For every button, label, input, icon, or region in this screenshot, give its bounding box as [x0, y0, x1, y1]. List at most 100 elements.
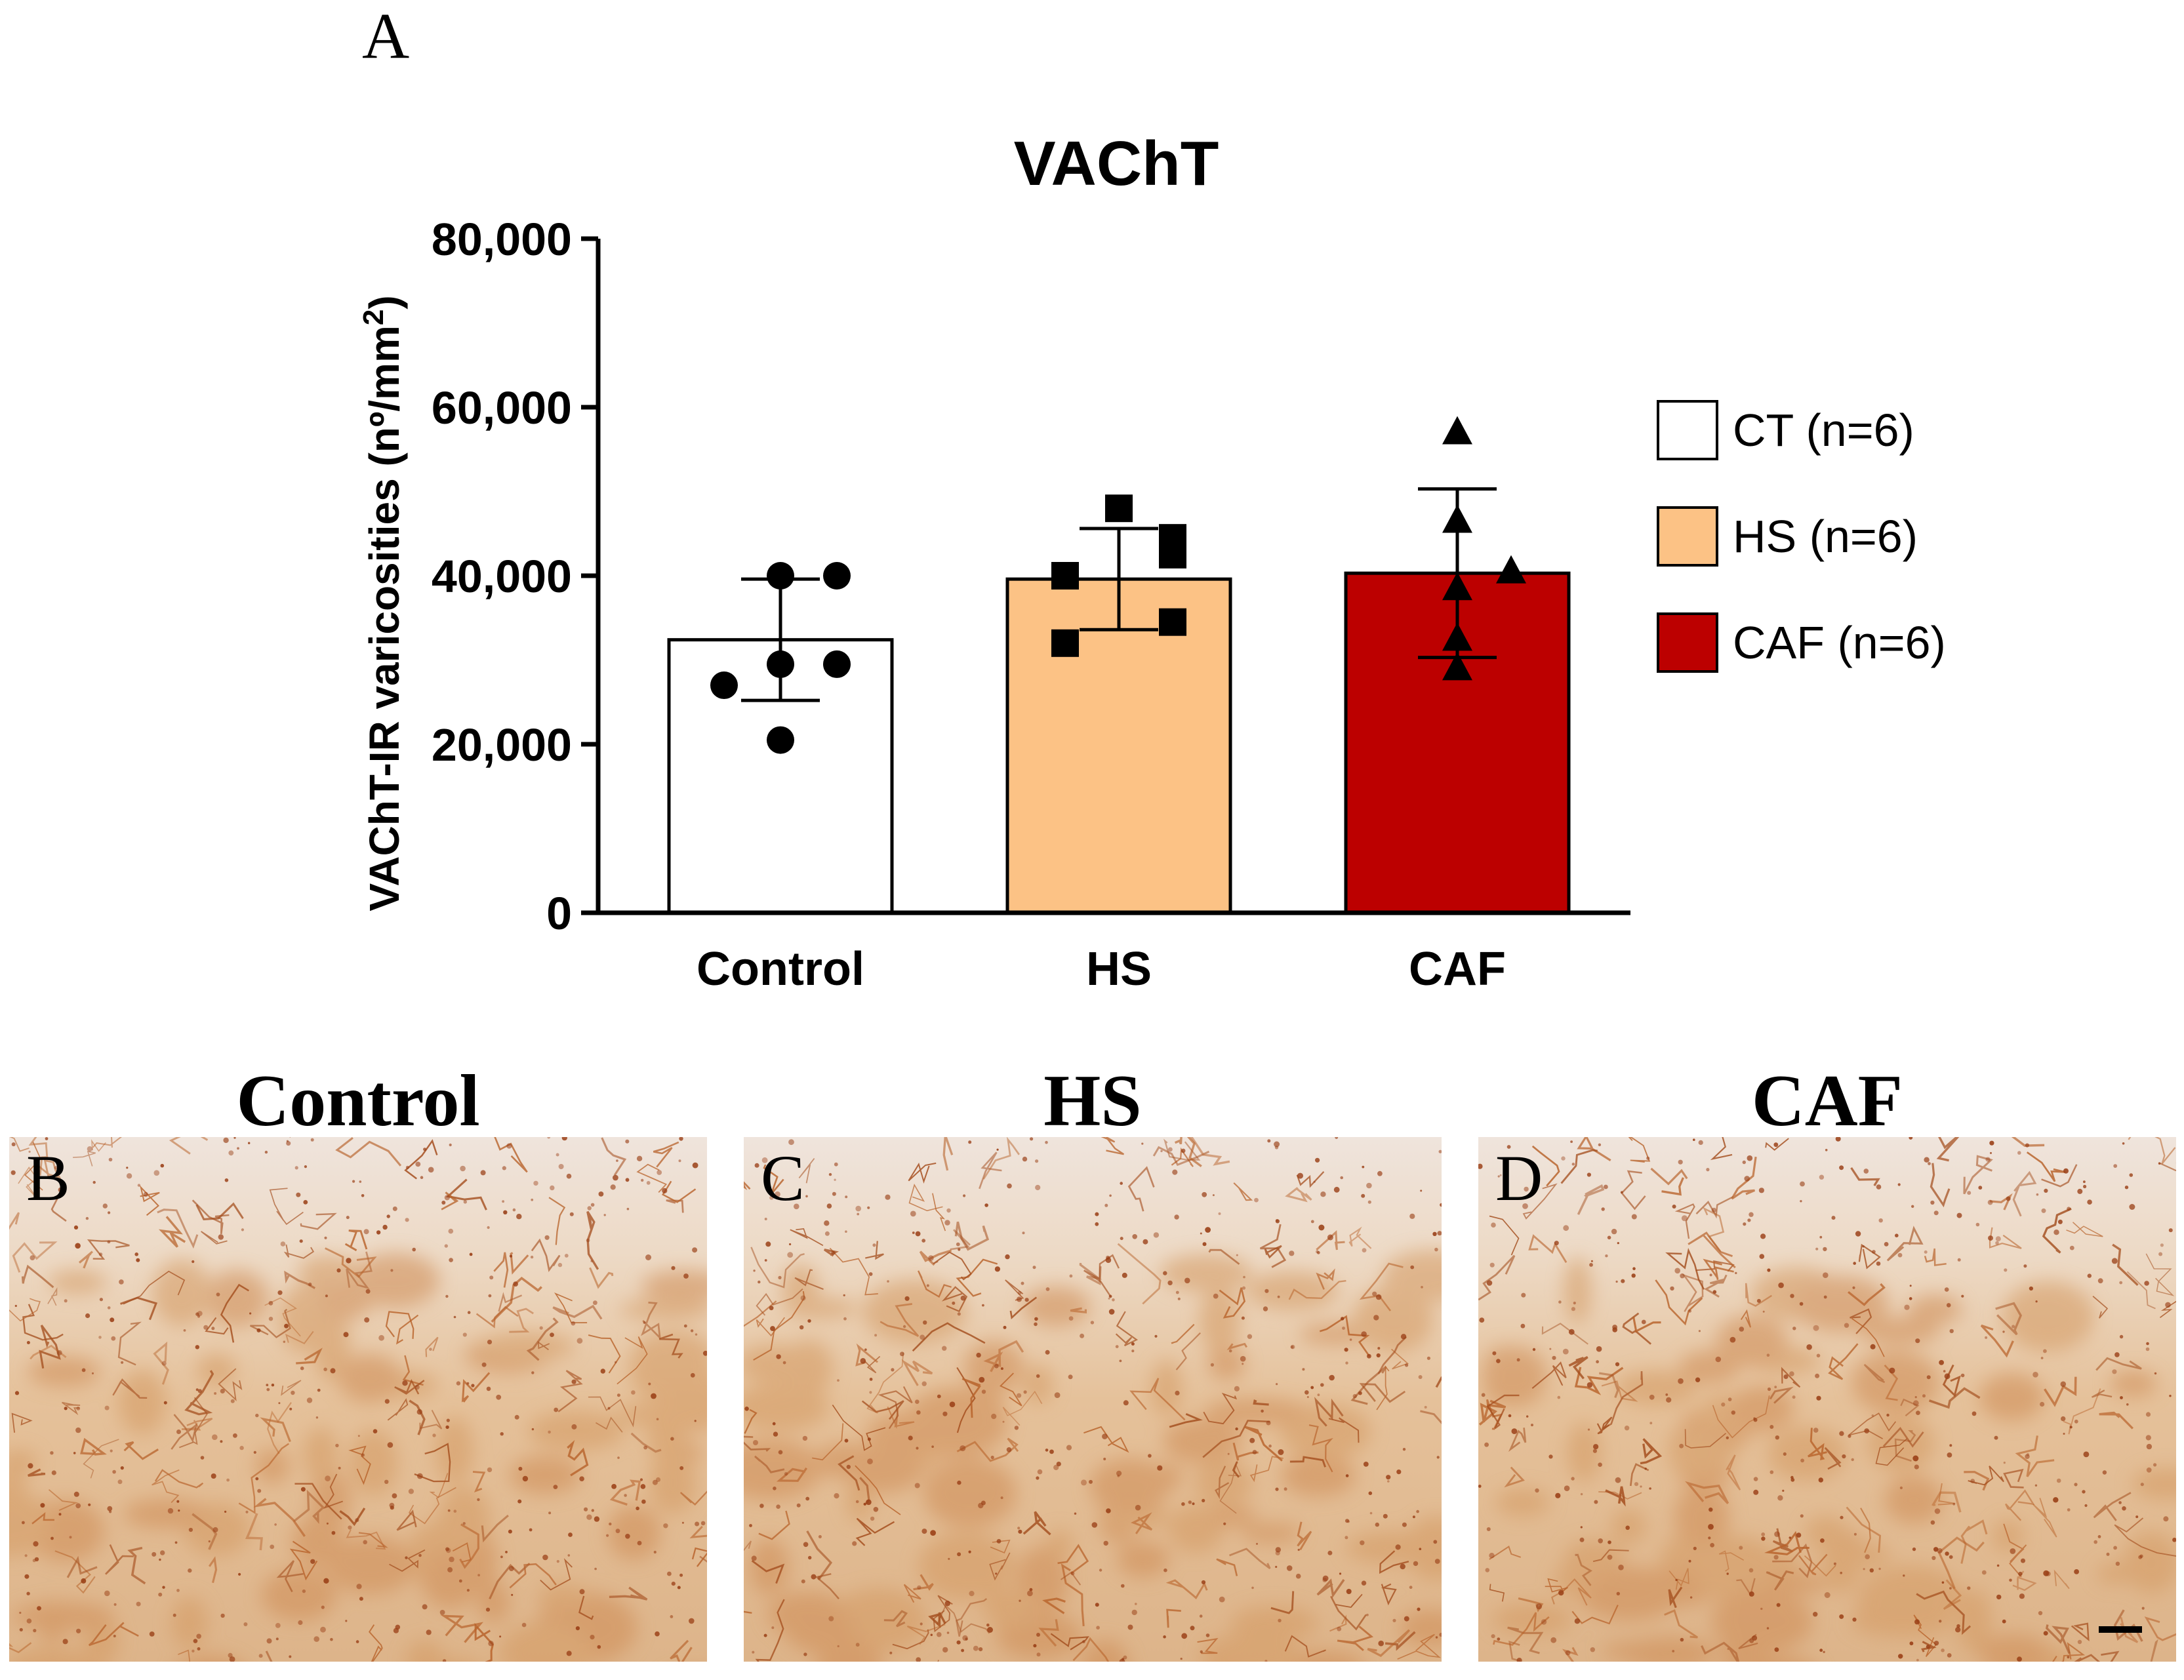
legend-item: CT (n=6) — [1657, 400, 1914, 460]
varicosity — [799, 1325, 804, 1330]
fiber — [1169, 1412, 1203, 1428]
varicosity — [2025, 1454, 2030, 1459]
varicosity — [587, 1206, 592, 1210]
varicosity — [1930, 1520, 1935, 1525]
varicosity — [1019, 1599, 1021, 1602]
varicosity — [1823, 1247, 1827, 1252]
fiber — [955, 1598, 988, 1637]
fiber — [1665, 1247, 1705, 1290]
varicosity — [1306, 1396, 1309, 1398]
fiber — [758, 1510, 790, 1540]
varicosity — [769, 1195, 774, 1200]
fiber — [1738, 1633, 1758, 1650]
varicosity — [1570, 1140, 1573, 1143]
varicosity — [2083, 1180, 2086, 1184]
fiber — [933, 1595, 953, 1633]
fiber — [1316, 1578, 1345, 1599]
varicosity — [1278, 1618, 1282, 1622]
fiber — [1215, 1466, 1230, 1500]
error-bars — [741, 487, 1497, 702]
fiber — [404, 1139, 438, 1180]
varicosity — [1120, 1237, 1123, 1241]
varicosity — [1358, 1391, 1362, 1395]
stain-blotch — [744, 1344, 811, 1384]
varicosity — [1678, 1378, 1684, 1384]
stain-blotch — [184, 1655, 238, 1662]
varicosity — [1491, 1634, 1495, 1639]
varicosity — [514, 1414, 519, 1420]
varicosity — [2102, 1470, 2107, 1475]
fiber — [395, 1314, 419, 1345]
varicosity — [1181, 1633, 1188, 1639]
varicosity — [1095, 1222, 1099, 1226]
varicosity — [1767, 1387, 1771, 1391]
varicosity — [384, 1399, 390, 1404]
varicosity — [1878, 1567, 1881, 1570]
fiber — [1072, 1637, 1110, 1662]
fiber — [2032, 1498, 2057, 1538]
varicosity — [1135, 1603, 1137, 1605]
varicosity — [1099, 1569, 1102, 1572]
varicosity — [1256, 1542, 1258, 1545]
varicosity — [1022, 1231, 1025, 1235]
varicosity — [667, 1571, 672, 1576]
stain-blotch — [338, 1354, 401, 1403]
varicosity — [392, 1206, 397, 1211]
fiber — [679, 1490, 707, 1506]
fiber — [1605, 1486, 1626, 1507]
varicosity — [389, 1502, 395, 1508]
stain-blotch — [1956, 1589, 1991, 1652]
fiber — [78, 1250, 93, 1269]
varicosity — [188, 1568, 192, 1573]
varicosity — [1949, 1444, 1952, 1447]
varicosity — [2145, 1412, 2151, 1417]
varicosity — [1789, 1371, 1794, 1376]
fiber — [1930, 1163, 1951, 1208]
varicosity — [1363, 1462, 1369, 1467]
y-axis-label-text: VAChT-IR varicosities (nº/mm — [361, 325, 408, 911]
varicosity — [531, 1371, 535, 1374]
varicosity — [594, 1567, 597, 1570]
varicosity — [136, 1258, 140, 1262]
fiber — [1568, 1356, 1588, 1380]
data-point — [1105, 494, 1133, 523]
varicosity — [229, 1656, 235, 1662]
varicosity — [1933, 1547, 1939, 1552]
varicosity — [1617, 1242, 1619, 1245]
varicosity — [1844, 1323, 1850, 1328]
varicosity — [363, 1229, 369, 1235]
stain-blotch — [817, 1637, 881, 1662]
varicosity — [610, 1184, 616, 1190]
varicosity — [1710, 1543, 1715, 1548]
varicosity — [1163, 1271, 1167, 1275]
varicosity — [1967, 1586, 1971, 1590]
fiber — [1704, 1274, 1728, 1298]
varicosity — [466, 1589, 470, 1592]
varicosity — [542, 1554, 548, 1561]
varicosity — [382, 1224, 388, 1230]
fiber — [1668, 1586, 1683, 1609]
fiber — [636, 1163, 668, 1193]
varicosity — [828, 1616, 834, 1622]
fiber — [1508, 1428, 1527, 1452]
varicosity — [280, 1241, 286, 1247]
varicosity — [961, 1649, 964, 1652]
varicosity — [275, 1637, 279, 1641]
varicosity — [1200, 1650, 1203, 1654]
stain-blotch — [1615, 1370, 1697, 1405]
varicosity — [1911, 1205, 1914, 1209]
varicosity — [26, 1591, 30, 1595]
varicosity — [1688, 1310, 1691, 1313]
fiber — [1858, 1243, 1881, 1270]
fiber — [744, 1435, 771, 1452]
varicosity — [683, 1324, 687, 1328]
fiber — [1493, 1612, 1550, 1646]
varicosity — [1783, 1452, 1787, 1456]
varicosity — [1943, 1370, 1946, 1372]
varicosity — [744, 1407, 749, 1411]
varicosity — [1361, 1331, 1367, 1337]
varicosity — [442, 1659, 447, 1662]
stain-blotch — [1858, 1317, 1940, 1345]
varicosity — [22, 1521, 25, 1525]
varicosity — [1759, 1254, 1765, 1259]
